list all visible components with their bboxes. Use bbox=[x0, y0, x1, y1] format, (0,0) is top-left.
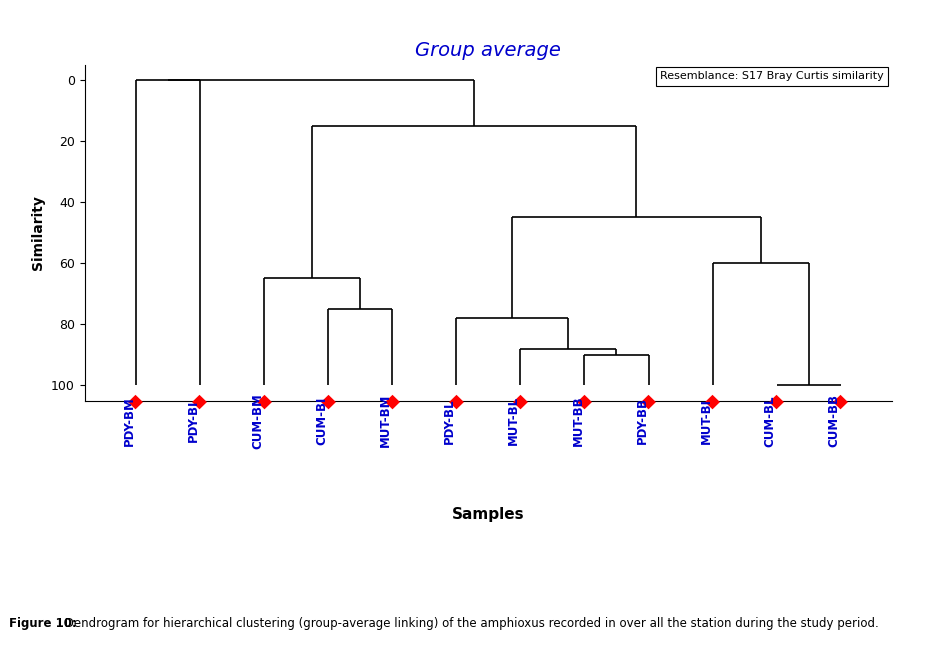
Text: ◆: ◆ bbox=[449, 392, 464, 411]
Text: ◆: ◆ bbox=[577, 392, 592, 411]
Text: MUT-BI: MUT-BI bbox=[700, 398, 713, 444]
Text: Resemblance: S17 Bray Curtis similarity: Resemblance: S17 Bray Curtis similarity bbox=[660, 71, 884, 81]
Text: ◆: ◆ bbox=[192, 392, 208, 411]
Text: Dendrogram for hierarchical clustering (group-average linking) of the amphioxus : Dendrogram for hierarchical clustering (… bbox=[61, 617, 879, 630]
Text: PDY-BM: PDY-BM bbox=[123, 396, 136, 446]
Text: ◆: ◆ bbox=[705, 392, 720, 411]
Text: ◆: ◆ bbox=[833, 392, 848, 411]
Text: ◆: ◆ bbox=[320, 392, 335, 411]
Text: Figure 10:: Figure 10: bbox=[9, 617, 77, 630]
Text: ◆: ◆ bbox=[769, 392, 784, 411]
Text: ◆: ◆ bbox=[129, 392, 144, 411]
Text: MUT-BL: MUT-BL bbox=[507, 396, 520, 445]
Text: MUT-BB: MUT-BB bbox=[572, 395, 584, 446]
Text: CUM-BM: CUM-BM bbox=[251, 393, 264, 449]
Text: Samples: Samples bbox=[452, 507, 525, 522]
Y-axis label: Similarity: Similarity bbox=[31, 195, 45, 270]
Text: ◆: ◆ bbox=[513, 392, 528, 411]
Text: CUM-BI: CUM-BI bbox=[316, 397, 328, 445]
Text: CUM-BL: CUM-BL bbox=[763, 395, 777, 446]
Text: MUT-BM: MUT-BM bbox=[379, 394, 393, 448]
Text: ◆: ◆ bbox=[256, 392, 271, 411]
Text: CUM-BB: CUM-BB bbox=[828, 394, 840, 447]
Text: ◆: ◆ bbox=[641, 392, 656, 411]
Title: Group average: Group average bbox=[415, 41, 562, 60]
Text: PDY-BL: PDY-BL bbox=[443, 398, 456, 444]
Text: PDY-BI: PDY-BI bbox=[187, 400, 200, 442]
Text: PDY-BB: PDY-BB bbox=[636, 397, 649, 444]
Text: ◆: ◆ bbox=[385, 392, 400, 411]
